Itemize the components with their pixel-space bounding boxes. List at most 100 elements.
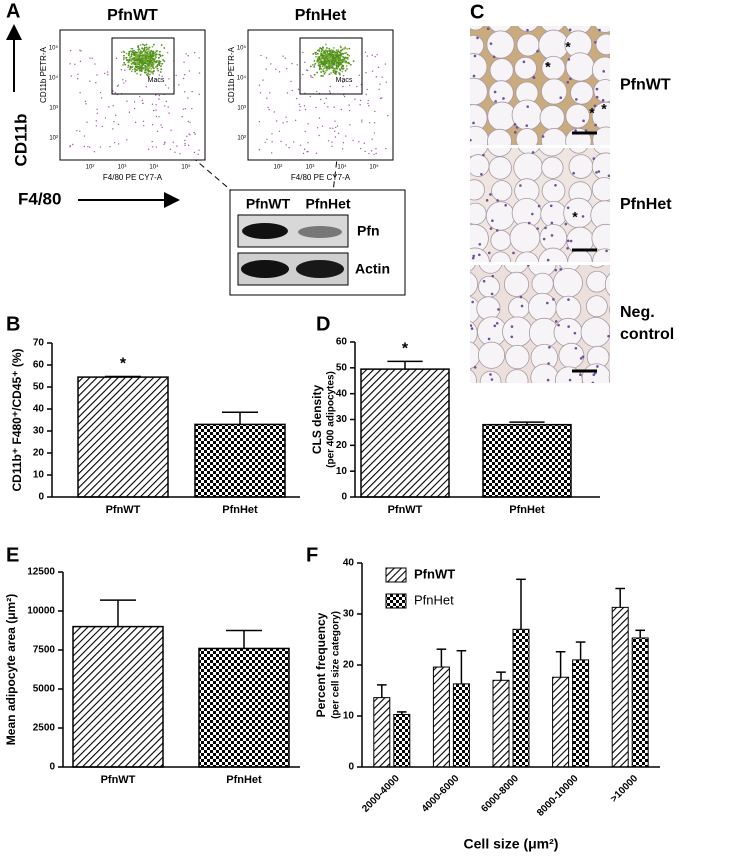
nucleus [527,265,530,267]
y-tick-label: 0 [341,492,347,503]
gate-label: Macs [148,77,165,84]
event-dot [132,57,135,59]
x-tick-label: PfnHet [226,774,262,786]
event-dot [365,72,367,74]
event-dot [145,86,147,88]
event-dot [139,61,142,64]
adipocyte [515,128,539,145]
event-dot [373,122,376,124]
event-dot [184,144,186,147]
y-axis-label: Mean adipocyte area (μm²) [4,594,18,745]
event-dot [141,56,144,59]
event-dot [100,97,103,99]
event-dot [285,68,288,70]
event-dot [117,123,120,126]
event-dot [278,71,281,73]
event-dot [141,47,144,50]
event-dot [318,50,321,52]
event-dot [124,63,127,66]
event-dot [144,53,146,56]
x-tick-label: 2000-4000 [360,773,402,815]
event-dot [354,98,356,100]
event-dot [136,65,139,68]
event-dot [342,64,344,67]
y-axis-label: (per cell size category) [331,611,342,719]
bar [631,637,649,768]
event-dot [136,60,139,63]
event-dot [340,65,343,68]
panel-label: F [306,544,318,566]
event-dot [318,134,320,137]
adipocyte [470,202,487,225]
event-dot [143,50,146,53]
event-dot [152,109,155,112]
nucleus [491,274,494,278]
event-dot [337,132,340,135]
x-tick-label: PfnWT [101,774,136,786]
event-dot [325,66,328,69]
event-dot [147,75,150,78]
event-dot [282,55,284,57]
event-dot [366,55,369,57]
event-dot [328,67,331,70]
adipocyte [478,275,500,298]
y-axis-label: (per 400 adipocytes) [326,371,337,468]
adipocyte [538,29,569,61]
event-dot [321,46,324,49]
event-dot [318,117,321,119]
event-dot [188,133,190,135]
event-dot [142,63,145,65]
event-dot [69,49,72,52]
event-dot [69,145,72,147]
x-axis-label: F4/80 PE CY7-A [103,173,163,182]
event-dot [152,58,155,60]
event-dot [315,106,317,109]
event-dot [309,95,311,98]
event-dot [127,64,130,67]
bar [373,697,391,768]
nucleus [567,298,570,301]
event-dot [123,54,125,57]
adipocyte [470,341,481,370]
event-dot [317,62,320,65]
event-dot [135,55,138,58]
y-tick-label: 7500 [33,645,56,656]
event-dot [130,58,133,61]
nucleus [489,227,493,230]
event-dot [159,60,162,63]
event-dot [326,56,329,59]
event-dot [161,62,164,65]
event-dot [152,67,155,70]
event-dot [337,61,340,64]
event-dot [260,54,262,57]
y-tick-label: 50 [33,382,45,393]
event-dot [131,51,134,54]
nucleus [581,215,585,218]
event-dot [314,62,317,65]
event-dot [331,145,333,148]
y-axis-label: CD11b⁺ F480⁺/CD45⁺ (%) [10,348,24,491]
event-dot [140,66,143,69]
event-dot [114,92,116,94]
bar [552,676,570,768]
event-dot [133,59,136,62]
event-dot [339,45,342,48]
event-dot [80,50,82,52]
event-dot [137,65,140,68]
event-dot [144,65,147,68]
event-dot [163,143,165,146]
event-dot [125,80,127,82]
event-dot [339,52,342,54]
nucleus [489,42,493,45]
event-dot [258,84,261,86]
y-tick-label: 10⁵ [237,45,247,52]
event-dot [160,68,163,71]
panel-label: A [6,0,20,22]
event-dot [193,151,196,154]
event-dot [307,123,309,125]
legend-label: PfnWT [414,566,455,581]
event-dot [146,61,149,64]
event-dot [162,59,164,61]
event-dot [337,72,340,74]
